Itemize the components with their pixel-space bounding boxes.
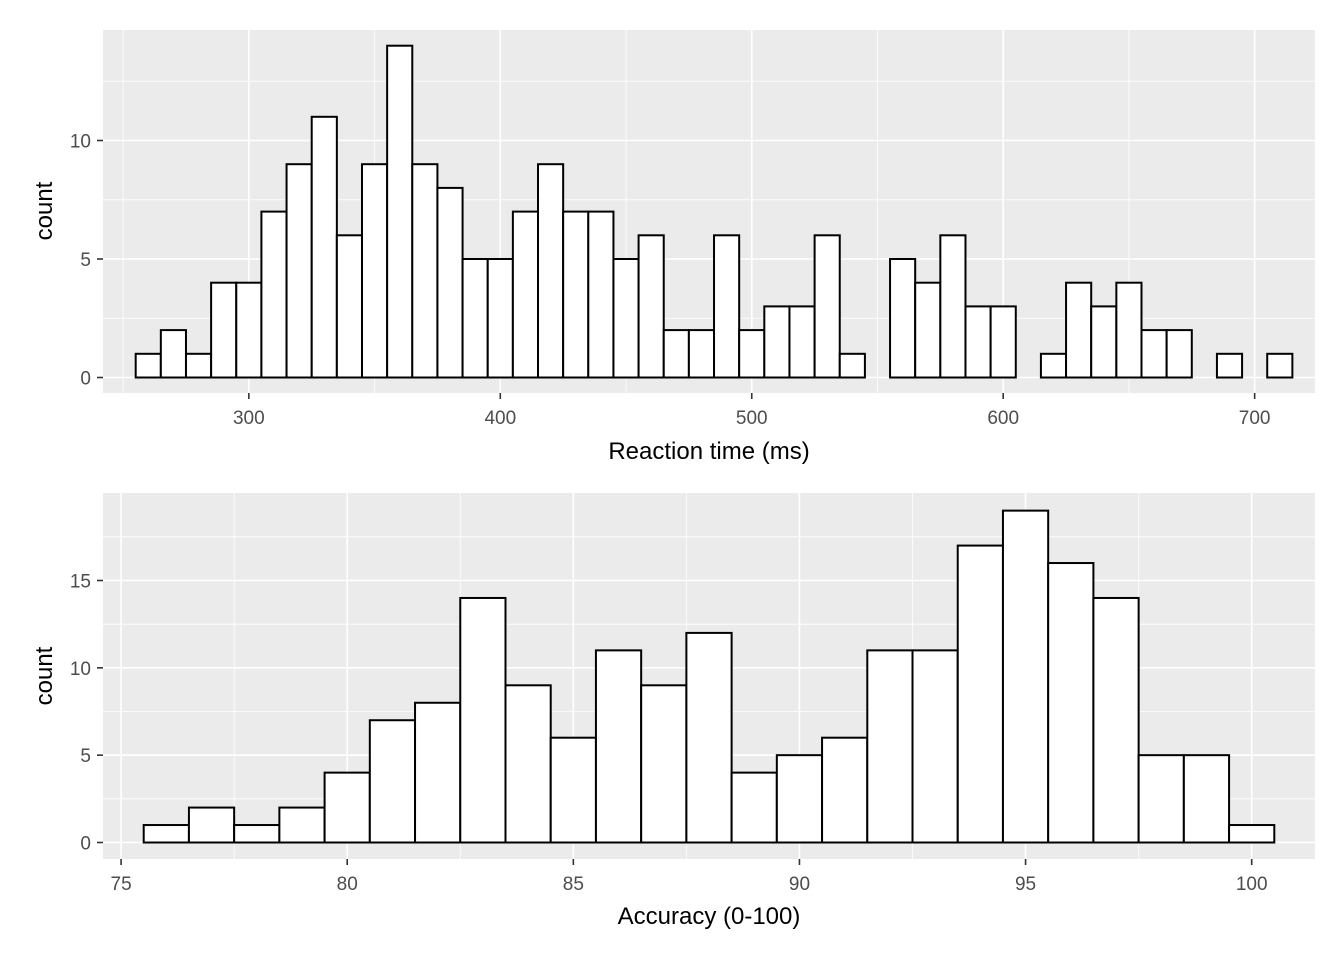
histogram-bar: [1140, 329, 1168, 379]
histogram-bar: [594, 649, 643, 844]
histogram-bar: [233, 824, 281, 844]
y-tick-label: 10: [70, 132, 91, 153]
histogram-bar: [821, 736, 869, 844]
y-tick-label: 15: [70, 572, 91, 593]
histogram-bar: [813, 234, 841, 379]
histogram-bar: [685, 631, 733, 844]
histogram-bar: [838, 352, 866, 379]
x-tick-label: 500: [736, 408, 768, 429]
histogram-bar: [436, 186, 464, 379]
y-tick-label: 0: [80, 369, 91, 390]
histogram-bar: [687, 329, 716, 379]
histogram-bar: [1165, 329, 1193, 379]
x-axis-ticks: 300 400 500 600 700: [233, 393, 1271, 429]
histogram-bar: [1065, 281, 1093, 379]
histogram-bar: [989, 305, 1017, 379]
x-tick-label: 75: [111, 874, 132, 895]
histogram-bar: [187, 806, 236, 844]
x-tick-label: 80: [337, 874, 358, 895]
y-tick-label: 10: [70, 659, 91, 680]
y-tick-label: 0: [80, 834, 91, 855]
histogram-bar: [730, 771, 778, 844]
x-axis-ticks: 75 80 85 90 95 100: [111, 859, 1268, 895]
histogram-bar: [360, 163, 389, 379]
histogram-bar: [386, 44, 414, 379]
histogram-bar: [775, 754, 824, 844]
accuracy-histogram-panel: 0 5 10 15 75 80 85 90 95 100 Accuracy (0-100) co…: [31, 493, 1315, 930]
y-axis-title: count: [31, 646, 58, 705]
x-tick-label: 700: [1239, 408, 1271, 429]
x-tick-label: 100: [1236, 874, 1268, 895]
x-axis-title: Reaction time (ms): [608, 438, 809, 465]
histogram-bar: [486, 258, 514, 379]
histogram-bar: [323, 771, 371, 844]
histogram-bar: [1215, 352, 1244, 379]
x-tick-label: 95: [1015, 874, 1036, 895]
histogram-bar: [184, 352, 213, 379]
histogram-bar: [210, 281, 238, 379]
histogram-bar: [459, 596, 507, 844]
histogram-bars: [134, 44, 1294, 379]
histogram-bars: [142, 509, 1276, 844]
histogram-bar: [235, 281, 263, 379]
histogram-bar: [1039, 352, 1068, 379]
histogram-bar: [637, 234, 665, 379]
histogram-bar: [368, 719, 417, 844]
histogram-bar: [260, 210, 288, 379]
histogram-bar: [763, 305, 791, 379]
y-axis-title: count: [31, 181, 58, 240]
histogram-bar: [310, 115, 338, 379]
histogram-bar: [889, 258, 917, 379]
histogram-bar: [587, 210, 615, 379]
y-tick-label: 5: [80, 250, 91, 271]
histogram-bar: [537, 163, 565, 379]
histogram-bar: [414, 701, 462, 844]
y-axis-ticks: 0 5 10 15: [70, 572, 103, 855]
histogram-bar: [662, 329, 690, 379]
x-tick-label: 300: [233, 408, 265, 429]
histogram-bar: [411, 163, 439, 379]
histogram-bar: [1115, 281, 1143, 379]
histogram-bar: [956, 544, 1004, 844]
histogram-bar: [278, 806, 326, 844]
histogram-bar: [1047, 562, 1095, 844]
x-tick-label: 600: [987, 408, 1019, 429]
histogram-bar: [612, 258, 640, 379]
histogram-bar: [461, 258, 489, 379]
histogram-bar: [335, 234, 363, 379]
histogram-bar: [285, 163, 313, 379]
histogram-bar: [142, 824, 190, 844]
histogram-bar: [504, 684, 552, 844]
y-tick-label: 5: [80, 746, 91, 767]
histogram-bar: [159, 329, 187, 379]
histogram-bar: [562, 210, 590, 379]
histogram-bar: [788, 305, 816, 379]
y-axis-ticks: 0 5 10: [70, 132, 103, 390]
histogram-bar: [911, 649, 959, 844]
x-tick-label: 85: [563, 874, 584, 895]
histogram-bar: [914, 281, 942, 379]
histogram-bar: [939, 234, 967, 379]
histogram-bar: [1092, 596, 1140, 844]
histogram-bar: [738, 329, 766, 379]
histogram-bar: [1137, 754, 1185, 844]
histogram-bar: [964, 305, 992, 379]
histogram-bar: [1266, 352, 1294, 379]
x-tick-label: 400: [484, 408, 516, 429]
histogram-bar: [1182, 754, 1231, 844]
histogram-bar: [640, 684, 688, 844]
x-tick-label: 90: [789, 874, 810, 895]
x-axis-title: Accuracy (0-100): [618, 903, 801, 930]
histogram-bar: [1090, 305, 1118, 379]
histogram-bar: [511, 210, 540, 379]
histogram-bar: [866, 649, 914, 844]
histogram-bar: [1001, 509, 1050, 844]
histogram-bar: [713, 234, 741, 379]
histogram-bar: [549, 736, 597, 844]
histogram-bar: [134, 352, 162, 379]
histogram-bar: [1228, 824, 1276, 844]
